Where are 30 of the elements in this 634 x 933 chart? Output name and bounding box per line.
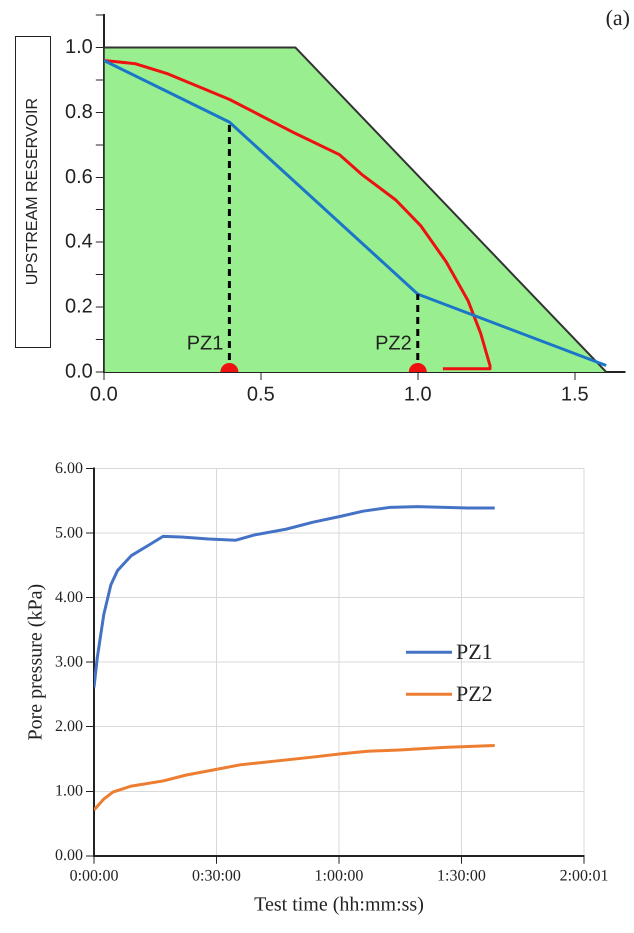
legend-label: PZ1 bbox=[456, 638, 493, 664]
x-tick-label: 0:30:00 bbox=[192, 868, 241, 885]
y-tick-label: 3.00 bbox=[55, 653, 83, 670]
y-tick-label: 6.00 bbox=[55, 460, 83, 477]
x-tick-label: 0.0 bbox=[90, 384, 118, 406]
y-tick-label: 0.8 bbox=[64, 100, 93, 123]
y-axis-title: UPSTREAM RESERVOIR bbox=[24, 98, 42, 286]
y-tick-label: 1.00 bbox=[55, 782, 83, 800]
x-tick-label: 1:30:00 bbox=[437, 868, 486, 885]
legend-label: PZ2 bbox=[456, 680, 493, 706]
x-tick-label: 0.5 bbox=[246, 384, 275, 406]
y-tick-label: 0.2 bbox=[64, 296, 93, 318]
y-tick-label: 4.00 bbox=[55, 588, 83, 606]
series-label: PZ2 bbox=[375, 332, 412, 355]
series-label: PZ1 bbox=[186, 332, 224, 355]
y-axis-title: Pore pressure (kPa) bbox=[24, 584, 46, 741]
x-tick-label: 2:00:01 bbox=[560, 868, 608, 885]
x-axis-title: Test time (hh:mm:ss) bbox=[254, 893, 424, 916]
y-tick-label: 5.00 bbox=[55, 524, 83, 542]
y-tick-label: 0.4 bbox=[64, 230, 93, 253]
y-tick-label: 2.00 bbox=[55, 718, 83, 735]
x-tick-label: 1.0 bbox=[404, 384, 432, 406]
x-tick-label: 0:00:00 bbox=[70, 868, 118, 885]
y-tick-label: 1.0 bbox=[64, 36, 93, 58]
x-tick-label: 1.5 bbox=[560, 384, 589, 406]
y-tick-label: 0.00 bbox=[55, 847, 83, 864]
annotation: (a) bbox=[606, 4, 630, 30]
x-tick-label: 1:00:00 bbox=[314, 868, 364, 885]
y-tick-label: 0.0 bbox=[64, 360, 93, 383]
y-tick-label: 0.6 bbox=[64, 166, 93, 188]
